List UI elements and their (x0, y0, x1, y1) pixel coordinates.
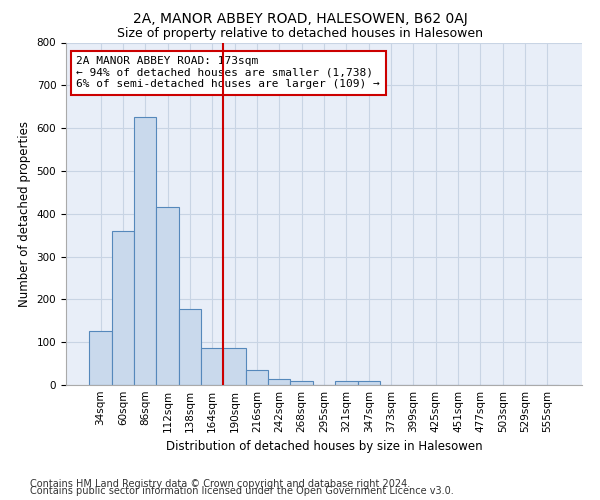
Bar (201, 348, 223, 385)
Bar (223, 348, 246, 385)
Bar (112, 231, 134, 385)
Bar (179, 309, 201, 385)
Text: Contains public sector information licensed under the Open Government Licence v3: Contains public sector information licen… (30, 486, 454, 496)
Bar (358, 380, 380, 385)
Bar (157, 208, 179, 385)
X-axis label: Distribution of detached houses by size in Halesowen: Distribution of detached houses by size … (166, 440, 482, 454)
Bar (134, 118, 157, 385)
Text: Contains HM Land Registry data © Crown copyright and database right 2024.: Contains HM Land Registry data © Crown c… (30, 479, 410, 489)
Bar (89, 332, 112, 385)
Bar (268, 379, 290, 385)
Y-axis label: Number of detached properties: Number of detached properties (18, 120, 31, 306)
Bar (246, 370, 268, 385)
Bar (335, 380, 358, 385)
Text: Size of property relative to detached houses in Halesowen: Size of property relative to detached ho… (117, 28, 483, 40)
Text: 2A, MANOR ABBEY ROAD, HALESOWEN, B62 0AJ: 2A, MANOR ABBEY ROAD, HALESOWEN, B62 0AJ (133, 12, 467, 26)
Text: 2A MANOR ABBEY ROAD: 173sqm
← 94% of detached houses are smaller (1,738)
6% of s: 2A MANOR ABBEY ROAD: 173sqm ← 94% of det… (76, 56, 380, 90)
Bar (290, 380, 313, 385)
